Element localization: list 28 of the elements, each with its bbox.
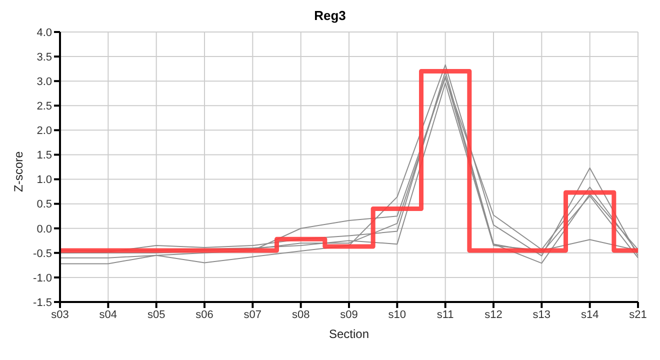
y-tick-label: 0.0 bbox=[36, 223, 52, 236]
x-tick-label: s10 bbox=[388, 308, 406, 321]
x-tick-label: s13 bbox=[532, 308, 551, 321]
x-tick-label: s04 bbox=[99, 308, 118, 321]
x-tick-label: s05 bbox=[147, 308, 166, 321]
chart-title: Reg3 bbox=[313, 8, 347, 25]
y-tick-label: 0.5 bbox=[36, 198, 52, 211]
x-tick-label: s07 bbox=[244, 308, 262, 321]
y-tick-label: 3.5 bbox=[36, 51, 52, 64]
y-tick-label: 4.0 bbox=[36, 26, 52, 39]
y-tick-label: 2.0 bbox=[36, 125, 52, 138]
y-tick-label: 3.0 bbox=[36, 76, 52, 88]
x-tick-label: s03 bbox=[51, 308, 69, 321]
y-tick-label: -1.5 bbox=[33, 296, 52, 309]
x-tick-label: s11 bbox=[436, 308, 454, 321]
x-tick-label: s21 bbox=[629, 308, 647, 321]
y-axis-title: Z-score bbox=[11, 151, 26, 192]
x-tick-label: s09 bbox=[340, 308, 358, 321]
y-tick-label: 2.5 bbox=[36, 100, 52, 113]
x-tick-label: s14 bbox=[580, 308, 599, 321]
y-tick-label: 1.5 bbox=[36, 150, 52, 162]
x-tick-label: s12 bbox=[484, 308, 502, 321]
y-tick-label: -0.5 bbox=[33, 248, 52, 260]
y-tick-label: 1.0 bbox=[36, 174, 52, 186]
y-tick-label: -1.0 bbox=[33, 272, 52, 284]
x-axis-title: Section bbox=[328, 327, 370, 341]
x-tick-label: s08 bbox=[292, 308, 310, 321]
x-tick-label: s06 bbox=[196, 308, 214, 321]
